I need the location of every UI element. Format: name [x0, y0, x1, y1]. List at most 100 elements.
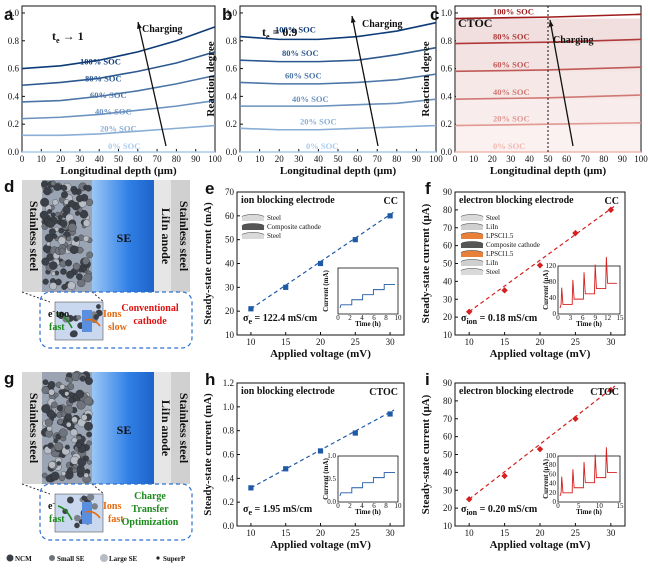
inset-x-tick: 4 — [360, 314, 364, 322]
x-tick-label: 30 — [606, 528, 616, 538]
particle — [75, 210, 80, 216]
soc-curve — [454, 94, 642, 100]
particle — [47, 209, 52, 214]
inset-x-label: Time (h) — [576, 320, 602, 328]
inset-curve — [559, 256, 617, 309]
particle — [40, 197, 50, 207]
data-point — [572, 415, 579, 422]
inset-x-tick: 10 — [395, 502, 403, 510]
soc-label: 60% SOC — [493, 59, 530, 69]
x-tick-label: 25 — [351, 337, 361, 347]
data-point — [501, 472, 508, 480]
x-tick-label: 20 — [536, 528, 546, 538]
inset-y-tick: 40 — [549, 480, 557, 488]
y-tick-label: 80 — [443, 205, 453, 215]
inset-x-tick: 6 — [581, 314, 585, 322]
x-tick-label: 25 — [571, 528, 581, 538]
inset-x-tick: 0 — [556, 314, 560, 322]
inset-x-tick: 6 — [372, 502, 376, 510]
soc-curve — [22, 124, 216, 137]
x-tick-label: 70 — [153, 154, 163, 164]
particle — [81, 414, 88, 421]
soc-label: 80% SOC — [282, 48, 319, 58]
particle — [96, 304, 101, 309]
legend-label: SuperP — [163, 555, 186, 563]
inset-y-label: Current (μA) — [542, 269, 550, 309]
reaction-degree-plot-b: 0 10 20 30 40 50 60 70 80 90 100 0.0 0.2 0.4 0.6 0.8 1.0… — [205, 5, 443, 177]
electrode-title: ion blocking electrode — [241, 386, 335, 397]
cell-layer-label: Composite cathode — [486, 241, 540, 249]
soc-label: 100% SOC — [80, 57, 121, 67]
inset-x-tick: 10 — [395, 314, 403, 322]
cell-layer-label: LiIn — [486, 259, 499, 267]
particle — [50, 212, 56, 218]
steel-left — [22, 372, 42, 484]
x-tick-label: 25 — [351, 528, 361, 538]
particle — [86, 493, 95, 501]
inset-frame — [557, 265, 621, 315]
inset-x-tick: 5 — [577, 502, 581, 510]
zoom-line — [91, 291, 105, 303]
particle — [85, 377, 93, 385]
x-tick-label: 15 — [500, 528, 510, 538]
particle — [46, 219, 55, 228]
particle — [65, 259, 72, 267]
charging-arrow-head — [137, 22, 142, 29]
particle — [60, 268, 67, 275]
soc-curve — [239, 73, 437, 85]
data-point — [352, 430, 358, 436]
x-tick-label: 70 — [581, 154, 591, 164]
zoom-line — [21, 291, 51, 303]
particle — [71, 416, 78, 423]
inset-x-tick: 15 — [617, 502, 625, 510]
particle — [83, 219, 91, 227]
x-tick-label: 20 — [536, 337, 546, 347]
inset-y-label: Current (mA) — [322, 270, 330, 312]
x-tick-label: 10 — [255, 154, 265, 164]
particle — [41, 386, 50, 394]
x-tick-label: 0 — [453, 154, 458, 164]
particle — [48, 228, 56, 236]
cell-layer-label: Steel — [267, 214, 281, 222]
schematic-g: g Stainless steel LiIn anode Stainless stee… — [4, 369, 193, 541]
x-axis-label: Applied voltage (mV) — [490, 348, 591, 360]
legend-swatch — [156, 556, 160, 560]
particle — [41, 404, 51, 414]
particle — [52, 199, 59, 206]
steel-left — [22, 180, 42, 292]
inset-x-tick: 8 — [384, 502, 388, 510]
y-tick-label: 0.0 — [8, 147, 20, 157]
y-tick-label: 1.0 — [8, 8, 20, 18]
x-tick-label: 25 — [571, 337, 581, 347]
soc-label: 20% SOC — [493, 114, 530, 124]
data-point — [283, 466, 289, 472]
electron-speed: fast — [49, 514, 65, 525]
x-tick-label: 0 — [238, 154, 243, 164]
inset-x-tick: 6 — [372, 314, 376, 322]
inset-frame — [337, 455, 399, 503]
particle — [59, 475, 65, 482]
particle — [73, 236, 80, 242]
cell-layer-label: LPSCl1.5 — [486, 232, 514, 240]
particle — [55, 278, 62, 286]
soc-label: 0% SOC — [493, 141, 525, 151]
soc-label: 20% SOC — [100, 123, 137, 133]
particle — [83, 396, 93, 406]
steel-right — [171, 372, 190, 484]
inset-x-label: Time (h) — [355, 508, 381, 516]
soc-curve — [239, 124, 437, 131]
particle — [67, 200, 76, 208]
steel-right-label: Stainless steel — [177, 201, 191, 272]
particle — [58, 227, 65, 234]
soc-label: 40% SOC — [95, 107, 132, 117]
soc-label: 100% SOC — [275, 25, 316, 35]
particle — [86, 431, 92, 438]
x-tick-label: 30 — [75, 154, 85, 164]
panel-letter-i: i — [425, 370, 430, 389]
particle — [50, 471, 60, 481]
data-point — [536, 262, 544, 269]
x-tick-label: 30 — [506, 154, 516, 164]
